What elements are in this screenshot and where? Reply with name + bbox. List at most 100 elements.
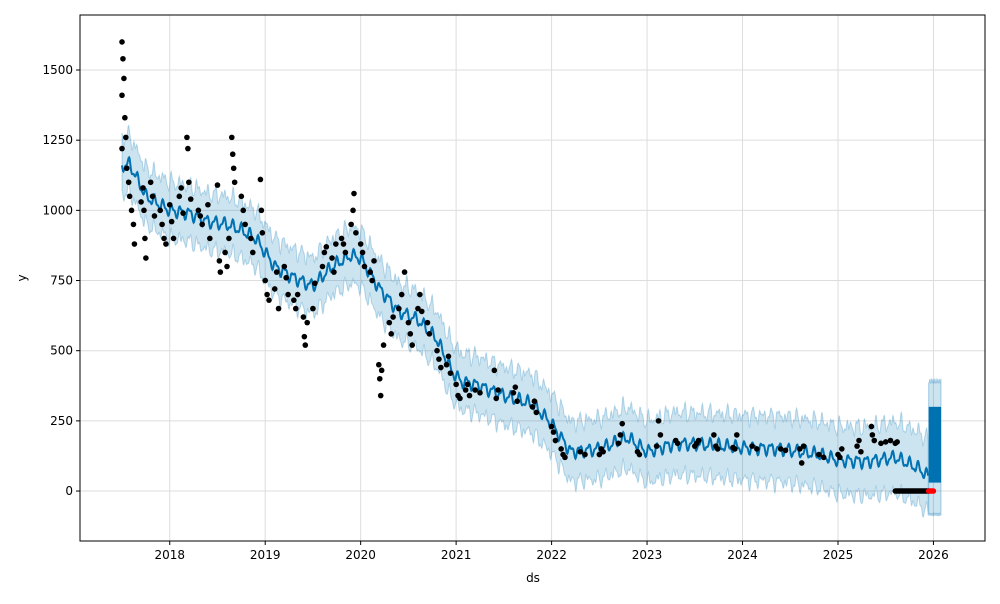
observed-point — [120, 55, 126, 62]
y-tick-label: 0 — [65, 484, 73, 498]
observed-point — [615, 440, 622, 447]
observed-point — [199, 221, 205, 228]
observed-point — [434, 347, 440, 354]
y-tick-label: 250 — [50, 414, 73, 428]
observed-point — [714, 446, 721, 452]
observed-point — [711, 432, 717, 438]
observed-point — [340, 241, 347, 247]
observed-point — [226, 235, 232, 242]
observed-point — [224, 263, 230, 270]
observed-point — [248, 235, 254, 242]
x-tick-label: 2020 — [345, 548, 376, 562]
observed-point — [163, 241, 169, 247]
y-tick-label: 1250 — [42, 133, 73, 147]
observed-point — [510, 389, 517, 396]
observed-point — [178, 185, 184, 191]
observed-point — [166, 201, 173, 208]
observed-point — [777, 446, 784, 452]
observed-point — [398, 291, 405, 298]
observed-point — [754, 446, 760, 452]
observed-point — [495, 387, 501, 393]
observed-point — [378, 367, 385, 374]
observed-point — [839, 446, 845, 452]
observed-point — [854, 443, 860, 449]
observed-point — [249, 249, 256, 256]
observed-point — [292, 305, 299, 312]
observed-point — [533, 409, 540, 416]
observed-point — [304, 319, 311, 326]
observed-point — [319, 263, 326, 270]
observed-point — [283, 274, 290, 281]
observed-point — [562, 454, 568, 461]
observed-point — [491, 367, 498, 374]
observed-point — [409, 342, 416, 348]
observed-point — [321, 249, 328, 256]
observed-point — [222, 249, 228, 256]
observed-point — [231, 179, 238, 186]
observed-point — [285, 291, 291, 298]
observed-point — [438, 364, 444, 371]
observed-point — [376, 361, 382, 368]
observed-point — [457, 395, 463, 402]
observed-point — [357, 241, 364, 247]
x-axis-label: ds — [526, 571, 540, 585]
observed-point — [310, 305, 316, 312]
observed-point — [338, 235, 345, 242]
observed-point — [359, 249, 366, 256]
observed-point — [386, 319, 393, 326]
observed-point — [548, 423, 555, 430]
observed-point — [214, 182, 221, 188]
observed-point — [531, 398, 538, 405]
observed-point — [600, 448, 606, 455]
observed-point — [123, 134, 129, 141]
observed-point — [869, 432, 876, 438]
observed-point — [418, 308, 425, 315]
observed-point — [424, 319, 431, 326]
axis-ticks: 2018 2019 2020 2021 2022 2023 2024 2025 2026 0 250… — [42, 63, 948, 562]
observed-point — [130, 221, 137, 228]
observed-point — [125, 179, 132, 186]
observed-point — [798, 460, 805, 466]
observed-point — [582, 451, 588, 458]
observed-point — [462, 387, 469, 393]
observed-point — [856, 437, 862, 444]
observed-point — [512, 384, 519, 390]
observed-point — [300, 314, 307, 320]
observed-point — [312, 280, 318, 287]
observed-point — [407, 331, 414, 337]
observed-point — [820, 454, 827, 461]
observed-point — [388, 331, 395, 337]
y-tick-label: 1500 — [42, 63, 73, 77]
observed-point — [138, 199, 144, 205]
observed-point — [170, 235, 177, 242]
observed-point — [493, 395, 500, 402]
observed-point — [126, 193, 133, 200]
observed-point — [453, 381, 459, 388]
y-tick-label: 500 — [50, 344, 73, 358]
observed-point — [657, 432, 664, 438]
x-tick-label: 2024 — [727, 548, 758, 562]
observed-point — [149, 193, 156, 200]
observed-point — [367, 269, 374, 275]
y-tick-label: 750 — [50, 274, 73, 288]
observed-point — [258, 207, 265, 214]
observed-point — [128, 207, 135, 214]
observed-point — [619, 420, 626, 427]
observed-point — [140, 185, 146, 191]
observed-point — [371, 258, 377, 264]
x-tick-label: 2025 — [823, 548, 854, 562]
observed-point — [123, 165, 130, 172]
observed-point — [351, 190, 357, 197]
observed-point — [477, 389, 483, 396]
observed-point — [361, 263, 368, 270]
uncertainty-band-history — [121, 124, 929, 519]
observed-point — [195, 207, 202, 214]
observed-point — [871, 437, 878, 444]
observed-point — [350, 207, 356, 214]
observed-point — [329, 255, 335, 261]
observed-point — [157, 207, 163, 214]
observed-point — [882, 439, 889, 445]
observed-point — [302, 342, 309, 348]
